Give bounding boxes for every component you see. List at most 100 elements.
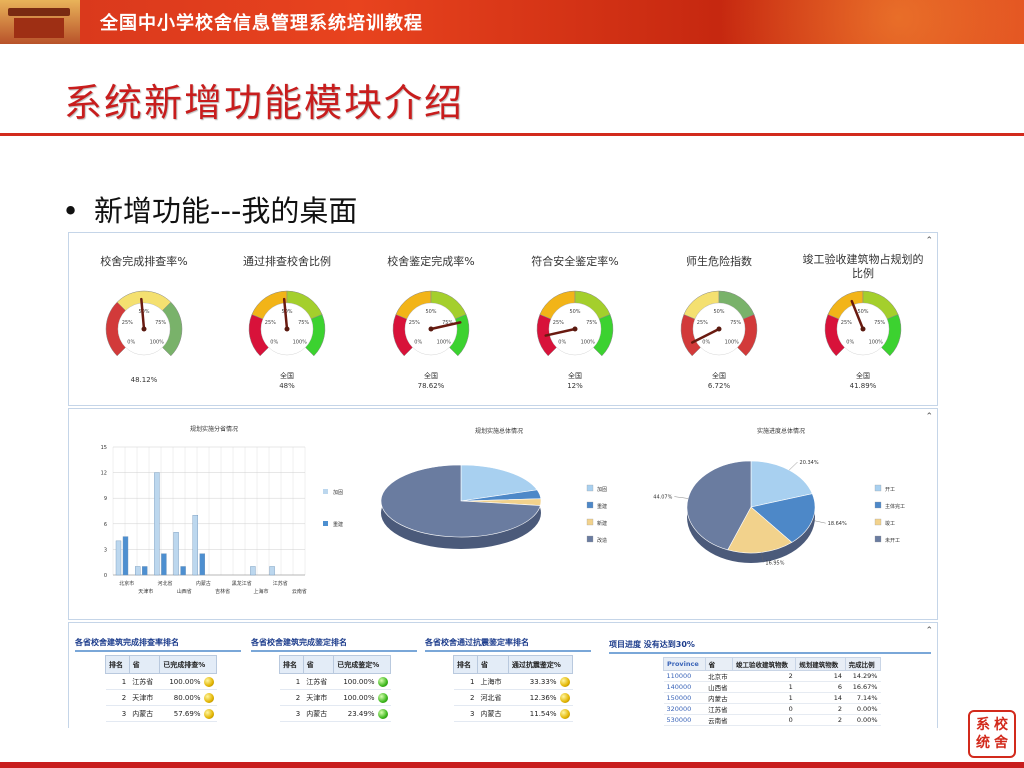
bar (180, 566, 186, 576)
value-cell: 57.69% (159, 705, 217, 722)
x-tick-label: 黑龙江省 (232, 580, 252, 587)
status-ball-icon (203, 708, 214, 719)
progress-cell: 0.00% (845, 714, 881, 726)
progress-cell: 320000 (663, 703, 706, 715)
gauge-tick-label: 75% (298, 320, 309, 326)
gauge-scope: 全国 (424, 372, 438, 380)
gauge-title: 师生危险指数 (686, 255, 752, 268)
y-tick-label: 0 (104, 573, 107, 579)
progress-cell: 北京市 (705, 670, 733, 682)
gauge-tick-label: 75% (442, 320, 453, 326)
table-row: 1 上海市 33.33% (453, 673, 573, 690)
value-cell: 23.49% (333, 705, 391, 722)
gauge-dial: 0% 25% 50% 75% 100% (392, 290, 470, 357)
gauge-title: 通过排查校舍比例 (243, 255, 331, 268)
table-header[interactable]: 省 (477, 655, 509, 674)
gauge-tick-label: 50% (713, 309, 724, 315)
bullet-text: 新增功能---我的桌面 (94, 194, 358, 228)
rank-cell: 1 (279, 673, 304, 690)
y-tick-label: 12 (101, 471, 107, 477)
gauge-value: 12% (567, 382, 583, 390)
header-title: 全国中小学校舍信息管理系统培训教程 (100, 13, 423, 34)
gauge-tick-label: 0% (270, 340, 278, 346)
legend-swatch (323, 489, 328, 494)
province-cell: 天津市 (303, 689, 334, 706)
x-tick-label: 云南省 (292, 588, 307, 595)
bullet-item: • 新增功能---我的桌面 (62, 188, 357, 230)
value-cell: 80.00% (159, 689, 217, 706)
progress-cell: 2 (795, 703, 846, 715)
table-header[interactable]: 省 (128, 655, 161, 674)
gauge-tick-label: 25% (841, 320, 852, 326)
bar (269, 566, 275, 576)
table-header[interactable]: 排名 (105, 655, 130, 674)
table-header[interactable]: 排名 (279, 655, 304, 674)
status-ball-icon (203, 676, 214, 687)
gauge-dial: 0% 25% 50% 75% 100% (824, 290, 902, 357)
gauge-tick-label: 50% (857, 309, 868, 315)
ranking-title-appraisal: 各省校舍建筑完成鉴定排名 (251, 637, 417, 652)
bottom-divider (0, 762, 1024, 768)
legend-label: 加固 (333, 489, 343, 496)
progress-cell: 530000 (663, 714, 706, 726)
gauge-tick-label: 50% (425, 309, 436, 315)
gauge-tick-label: 25% (697, 320, 708, 326)
bar (173, 532, 179, 576)
table-row: 3 内蒙古 23.49% (279, 705, 391, 722)
gauge-tick-label: 0% (558, 340, 566, 346)
pie-progress-slice (727, 506, 793, 554)
y-tick-label: 9 (104, 496, 107, 502)
table-header[interactable]: 省 (704, 657, 733, 671)
table-row: 3 内蒙古 11.54% (453, 705, 573, 722)
collapse-icon[interactable]: ⌃ (925, 412, 933, 422)
ranking-panel: ⌃ 各省校舍建筑完成排查率排名 排名省已完成排查% 1 江苏省 100.00% … (68, 622, 938, 728)
status-ball-icon (559, 676, 570, 687)
gauge-needle (282, 297, 289, 331)
table-row: 2 天津市 100.00% (279, 689, 391, 706)
ranking-title-seismic: 各省校舍通过抗震鉴定率排名 (425, 637, 591, 652)
table-row: 150000 内蒙古 1 14 7.14% (663, 692, 881, 704)
rank-cell: 2 (105, 689, 130, 706)
table-header[interactable]: Province (663, 657, 706, 671)
gauge-scope: 全国 (856, 372, 870, 380)
table-row: 110000 北京市 2 14 14.29% (663, 670, 881, 682)
gauge-tick-label: 0% (414, 340, 422, 346)
progress-cell: 0.00% (845, 703, 881, 715)
pie-planning-legend-swatch (586, 484, 594, 492)
progress-cell: 0 (732, 703, 796, 715)
gauge-needle (544, 327, 577, 337)
bar (199, 553, 206, 576)
pie-progress-title: 实施进度总体情况 (757, 427, 805, 435)
gauge-hub (428, 326, 434, 332)
gauge-dial: 0% 25% 50% 75% 100% (105, 290, 183, 357)
collapse-icon[interactable]: ⌃ (925, 626, 933, 636)
gauge-hub (572, 326, 578, 332)
table-header[interactable]: 排名 (452, 655, 479, 674)
table-header[interactable]: 完成比例 (844, 657, 882, 671)
ranking-table-seismic: 排名省通过抗震鉴定% 1 上海市 33.33% 2 河北省 12.36% 3 内… (452, 655, 574, 722)
gauge-tick-label: 50% (569, 309, 580, 315)
progress-cell: 2 (795, 714, 846, 726)
table-header[interactable]: 省 (302, 655, 335, 674)
value-cell: 100.00% (333, 689, 391, 706)
table-header[interactable]: 通过抗震鉴定% (507, 655, 574, 674)
table-header[interactable]: 规划建筑物数 (795, 657, 846, 671)
pie-planning-title: 规划实施总体情况 (475, 427, 523, 435)
pie-planning-legend-swatch (586, 501, 594, 509)
x-tick-label: 北京市 (119, 580, 134, 587)
gauge-dial: 0% 25% 50% 75% 100% (248, 290, 326, 357)
pie-progress-leader (789, 461, 798, 471)
value-cell: 100.00% (159, 673, 217, 690)
gauge-tick-label: 50% (281, 309, 292, 315)
gauge-tick-label: 75% (730, 320, 741, 326)
progress-cell: 14.29% (845, 670, 881, 682)
collapse-icon[interactable]: ⌃ (925, 236, 933, 246)
gauge-tick-label: 0% (702, 340, 710, 346)
table-header[interactable]: 已完成排查% (159, 655, 217, 674)
pie-progress-legend-label: 未开工 (885, 537, 900, 544)
gauge-tick-label: 100% (150, 340, 165, 346)
table-header[interactable]: 竣工验收建筑物数 (731, 657, 797, 671)
pie-planning-legend-label: 加固 (597, 486, 607, 493)
pie-progress-slice (686, 460, 752, 551)
table-header[interactable]: 已完成鉴定% (333, 655, 391, 674)
